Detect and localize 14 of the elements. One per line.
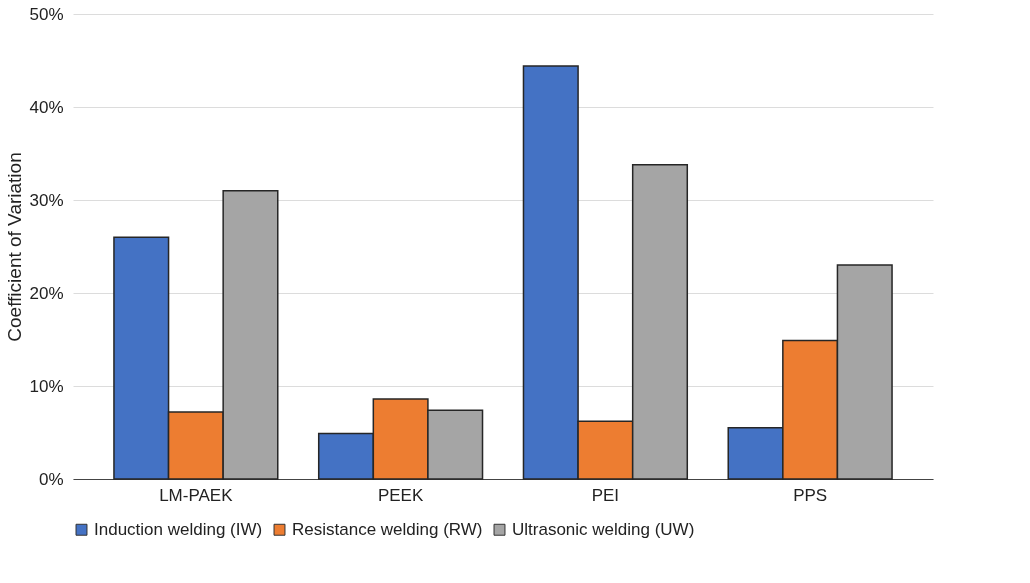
- y-tick-label: 0%: [38, 469, 64, 489]
- x-tick-label: PPS: [793, 485, 828, 505]
- y-tick-label: 20%: [29, 283, 64, 303]
- x-tick-label: LM-PAEK: [159, 485, 234, 505]
- legend-label: Ultrasonic welding (UW): [512, 519, 695, 539]
- x-tick-label: PEI: [591, 485, 620, 505]
- y-axis-title: Coefficient of Variation: [4, 152, 26, 342]
- legend-label: Induction welding (IW): [94, 519, 263, 539]
- x-tick-label: PEEK: [377, 485, 424, 505]
- y-tick-label: 30%: [29, 190, 64, 210]
- legend-label: Resistance welding (RW): [292, 519, 483, 539]
- y-tick-label: 10%: [29, 376, 64, 396]
- y-tick-label: 50%: [29, 4, 64, 24]
- y-tick-label: 40%: [29, 97, 64, 117]
